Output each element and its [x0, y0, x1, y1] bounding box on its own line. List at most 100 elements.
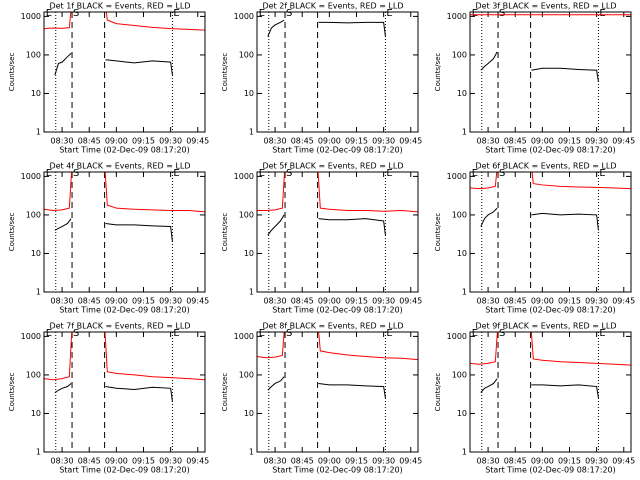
series-line	[54, 383, 173, 402]
annotation: E	[599, 168, 605, 179]
x-tick-label: 09:00	[318, 137, 341, 146]
x-tick-label: 09:30	[585, 297, 608, 306]
x-tick-label: 08:45	[291, 297, 314, 306]
plot-frame	[43, 11, 206, 133]
annotation: E	[259, 168, 265, 179]
x-tick-label: 09:30	[159, 137, 182, 146]
y-tick-label: 1000	[234, 172, 254, 181]
x-tick-label: 09:30	[372, 297, 395, 306]
panel: Det 1f BLACK = Events, RED = LLD Counts/s…	[8, 2, 209, 155]
series-line	[480, 51, 599, 82]
panel: Det 6f BLACK = Events, RED = LLD Counts/s…	[434, 162, 635, 315]
x-tick-label: 09:45	[612, 457, 635, 466]
x-tick-label: 09:00	[531, 457, 554, 466]
y-axis-label: Counts/sec	[8, 373, 16, 412]
x-tick-label: 08:30	[477, 137, 500, 146]
series-line	[44, 12, 205, 31]
x-tick-label: 09:00	[105, 297, 128, 306]
annotation: S	[286, 8, 292, 19]
plot-frame	[256, 11, 419, 133]
y-tick-label: 10	[457, 249, 467, 258]
annotation: E	[472, 8, 478, 19]
annotation: E	[599, 8, 605, 19]
x-tick-label: 09:15	[558, 297, 581, 306]
y-axis-label: Counts/sec	[434, 213, 442, 252]
x-tick-label: 09:45	[399, 457, 422, 466]
x-tick-label: 09:15	[558, 457, 581, 466]
y-tick-label: 1	[36, 288, 41, 297]
annotation: E	[599, 328, 605, 339]
series-line	[480, 378, 599, 399]
annotation: E	[46, 8, 52, 19]
series-line	[44, 172, 205, 213]
y-axis-label: Counts/sec	[221, 373, 229, 412]
x-axis-label: Start Time (02-Dec-09 08:17:20)	[272, 146, 403, 155]
x-tick-label: 09:15	[132, 297, 155, 306]
x-tick-label: 08:45	[291, 137, 314, 146]
plot-frame	[256, 331, 419, 453]
annotation: E	[472, 168, 478, 179]
y-tick-label: 100	[239, 210, 254, 219]
x-tick-label: 09:15	[345, 137, 368, 146]
annotation: E	[386, 328, 392, 339]
series-line	[470, 172, 631, 190]
annotation: S	[499, 328, 505, 339]
panel-title: Det 3f BLACK = Events, RED = LLD	[475, 2, 616, 11]
y-tick-label: 10	[244, 409, 254, 418]
x-axis-label: Start Time (02-Dec-09 08:17:20)	[272, 466, 403, 475]
series-line	[257, 172, 418, 213]
x-tick-label: 09:30	[159, 457, 182, 466]
x-tick-label: 09:00	[105, 137, 128, 146]
x-axis-label: Start Time (02-Dec-09 08:17:20)	[272, 306, 403, 315]
panel-title: Det 6f BLACK = Events, RED = LLD	[475, 162, 616, 171]
y-tick-label: 10	[457, 409, 467, 418]
y-tick-label: 1000	[21, 12, 41, 21]
x-tick-label: 08:30	[264, 457, 287, 466]
x-tick-label: 09:45	[612, 297, 635, 306]
y-axis-label: Counts/sec	[221, 213, 229, 252]
series-line	[267, 214, 386, 236]
y-tick-label: 1	[462, 128, 467, 137]
y-tick-label: 100	[452, 50, 467, 59]
annotation: E	[259, 328, 265, 339]
x-tick-label: 08:45	[504, 457, 527, 466]
series-line	[470, 332, 631, 366]
x-tick-label: 09:15	[345, 297, 368, 306]
series-line	[54, 218, 173, 242]
x-tick-label: 09:00	[105, 457, 128, 466]
y-tick-label: 10	[31, 409, 41, 418]
x-tick-label: 08:45	[504, 137, 527, 146]
x-tick-label: 09:15	[558, 137, 581, 146]
y-tick-label: 100	[26, 370, 41, 379]
x-tick-label: 09:30	[372, 137, 395, 146]
plot-frame	[43, 331, 206, 453]
x-axis-label: Start Time (02-Dec-09 08:17:20)	[59, 146, 190, 155]
annotation: E	[173, 328, 179, 339]
y-tick-label: 100	[452, 370, 467, 379]
x-tick-label: 09:00	[318, 457, 341, 466]
x-tick-label: 08:45	[78, 137, 101, 146]
plot-frame	[256, 171, 419, 293]
x-tick-label: 09:00	[318, 297, 341, 306]
y-tick-label: 10	[244, 89, 254, 98]
series-line	[44, 332, 205, 381]
x-axis-label: Start Time (02-Dec-09 08:17:20)	[59, 306, 190, 315]
x-tick-label: 08:45	[78, 297, 101, 306]
plot-frame	[469, 11, 632, 133]
series-line	[480, 207, 599, 231]
y-tick-label: 10	[244, 249, 254, 258]
series-line	[267, 19, 386, 37]
x-tick-label: 08:30	[51, 297, 74, 306]
plot-frame	[469, 331, 632, 453]
y-tick-label: 10	[457, 89, 467, 98]
annotation: E	[46, 168, 52, 179]
x-tick-label: 09:45	[399, 137, 422, 146]
series-line	[54, 52, 173, 76]
x-axis-label: Start Time (02-Dec-09 08:17:20)	[485, 146, 616, 155]
y-tick-label: 100	[26, 50, 41, 59]
y-tick-label: 1000	[21, 332, 41, 341]
y-tick-label: 1000	[234, 12, 254, 21]
panel-title: Det 2f BLACK = Events, RED = LLD	[262, 2, 403, 11]
series-line	[257, 332, 418, 361]
y-tick-label: 100	[239, 370, 254, 379]
